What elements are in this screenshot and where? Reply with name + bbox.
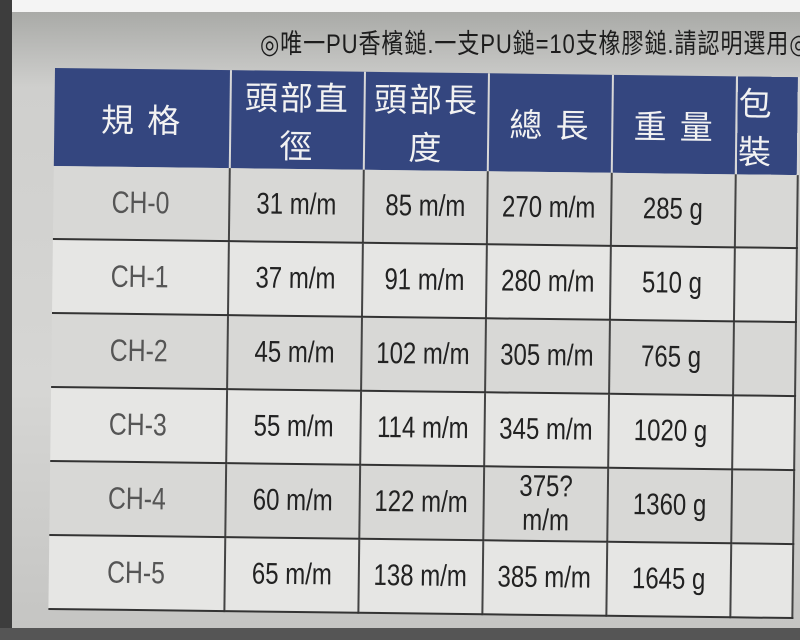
cell-text: 280 m/m	[501, 264, 596, 299]
cell-text: 765 g	[641, 340, 702, 374]
cell-packaging	[731, 469, 795, 545]
header-packaging: 包裝	[735, 76, 799, 176]
cell-text: CH-4	[107, 480, 167, 517]
cell-text: 60 m/m	[252, 483, 333, 518]
cell-text: CH-2	[109, 332, 168, 369]
cell-text: 385 m/m	[497, 560, 592, 595]
cell-weight: 285 g	[610, 172, 736, 248]
cell-weight: 1360 g	[607, 467, 733, 544]
table-row: CH-0 31 m/m 85 m/m 270 m/m 285 g	[52, 165, 798, 249]
cell-text: 65 m/m	[251, 557, 332, 592]
spec-table: 規 格 頭部直徑 頭部長度 總 長 重 量 包裝 CH-0 31 m/m 85 m/…	[48, 68, 800, 619]
cell-text: 138 m/m	[373, 558, 468, 594]
cell-weight: 510 g	[609, 245, 735, 322]
cell-text: 45 m/m	[254, 335, 335, 370]
cell-text: 85 m/m	[384, 189, 466, 224]
left-edge	[0, 0, 12, 640]
cell-text: 37 m/m	[255, 261, 336, 296]
cell-head-length: 114 m/m	[360, 390, 485, 467]
cell-text: CH-5	[106, 554, 166, 591]
cell-text: 345 m/m	[499, 412, 594, 447]
cell-head-length: 91 m/m	[362, 242, 487, 319]
cell-text: 270 m/m	[502, 190, 596, 225]
table-row: CH-3 55 m/m 114 m/m 345 m/m 1020 g	[50, 386, 796, 471]
table-row: CH-4 60 m/m 122 m/m 375? m/m 1360 g	[49, 460, 795, 545]
header-total-length: 總 長	[487, 73, 613, 173]
cell-text: CH-3	[108, 406, 168, 443]
cell-total-length: 345 m/m	[483, 392, 609, 468]
cell-text: 375? m/m	[518, 469, 573, 538]
cell-packaging	[733, 321, 796, 397]
header-row: 規 格 頭部直徑 頭部長度 總 長 重 量 包裝	[53, 68, 799, 176]
cell-spec: CH-1	[52, 238, 229, 316]
cell-packaging	[734, 174, 798, 249]
top-strip	[0, 0, 800, 12]
cell-head-diameter: 65 m/m	[223, 537, 360, 613]
header-spec: 規 格	[53, 68, 231, 169]
cell-spec: CH-3	[50, 386, 227, 464]
table-row: CH-5 65 m/m 138 m/m 385 m/m 1645 g	[48, 534, 794, 619]
cell-total-length: 280 m/m	[485, 244, 611, 320]
cell-spec: CH-0	[52, 165, 230, 242]
header-head-length: 頭部長度	[363, 71, 489, 172]
cell-text: 285 g	[643, 192, 704, 226]
cell-text: 102 m/m	[376, 336, 471, 372]
cell-head-diameter: 31 m/m	[228, 168, 364, 243]
cell-text: 122 m/m	[374, 484, 469, 520]
cell-text: 1645 g	[631, 562, 706, 596]
cell-weight: 765 g	[608, 319, 734, 396]
cell-text: 91 m/m	[384, 263, 465, 298]
cell-text: CH-0	[111, 184, 170, 221]
cell-weight: 1645 g	[606, 541, 732, 618]
cell-text: 1360 g	[632, 488, 707, 522]
cell-text: 1020 g	[633, 414, 708, 448]
cell-head-diameter: 60 m/m	[224, 463, 361, 539]
cell-head-length: 85 m/m	[362, 169, 488, 245]
cell-spec: CH-5	[48, 534, 225, 612]
cell-head-length: 138 m/m	[358, 538, 483, 615]
header-weight: 重 量	[611, 74, 737, 175]
cell-total-length: 270 m/m	[486, 171, 612, 246]
header-head-diameter: 頭部直徑	[229, 70, 366, 170]
cell-text: 55 m/m	[253, 409, 334, 444]
table-row: CH-2 45 m/m 102 m/m 305 m/m 765 g	[51, 312, 796, 397]
cell-packaging	[733, 247, 797, 323]
cell-spec: CH-2	[51, 312, 228, 390]
cell-head-diameter: 55 m/m	[225, 389, 362, 465]
cell-total-length: 305 m/m	[484, 318, 610, 394]
cell-text: CH-1	[110, 258, 169, 295]
cell-head-length: 102 m/m	[361, 316, 486, 393]
table-row: CH-1 37 m/m 91 m/m 280 m/m 510 g	[52, 238, 797, 323]
cell-weight: 1020 g	[607, 393, 734, 470]
notice-text: ◎唯一PU香檳鎚.一支PU鎚=10支橡膠鎚.請認明選用◎	[260, 29, 800, 59]
cell-text: 305 m/m	[500, 338, 595, 373]
cell-head-diameter: 37 m/m	[227, 241, 363, 317]
cell-head-length: 122 m/m	[359, 464, 484, 541]
cell-total-length: 375? m/m	[482, 466, 608, 542]
cell-spec: CH-4	[49, 460, 226, 538]
bottom-edge	[0, 628, 800, 640]
cell-packaging	[730, 543, 794, 619]
cell-text: 114 m/m	[376, 410, 469, 446]
cell-text: 510 g	[642, 266, 703, 300]
cell-packaging	[732, 395, 796, 471]
cell-text: 31 m/m	[255, 187, 337, 222]
cell-total-length: 385 m/m	[481, 540, 608, 616]
cell-head-diameter: 45 m/m	[226, 315, 363, 391]
